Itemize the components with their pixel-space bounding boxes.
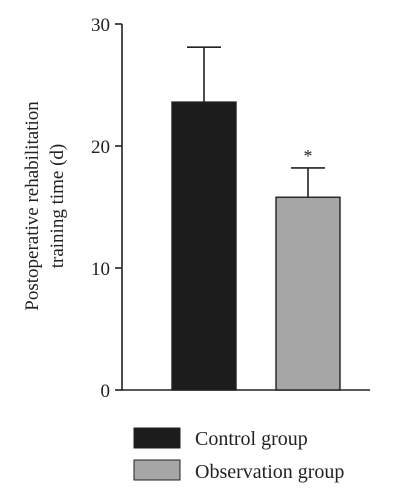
- bar-control: [171, 101, 237, 391]
- significance-marker: *: [304, 146, 313, 166]
- bar-observation: [275, 196, 341, 391]
- y-ticks: 0 10 20 30: [91, 15, 122, 402]
- legend-swatch-control: [133, 427, 181, 449]
- y-axis-label-line2: training time (d): [47, 144, 68, 269]
- y-tick-label: 30: [91, 15, 110, 36]
- legend-label-observation: Observation group: [195, 461, 344, 483]
- legend-swatch-observation: [133, 459, 181, 481]
- legend: Control group Observation group: [133, 427, 344, 483]
- legend-label-control: Control group: [195, 428, 308, 450]
- bars: *: [171, 46, 341, 391]
- y-tick-label: 0: [101, 381, 111, 402]
- y-tick-label: 10: [91, 259, 110, 280]
- y-tick-label: 20: [91, 137, 110, 158]
- y-axis-label-line1: Postoperative rehabilitation: [22, 101, 43, 311]
